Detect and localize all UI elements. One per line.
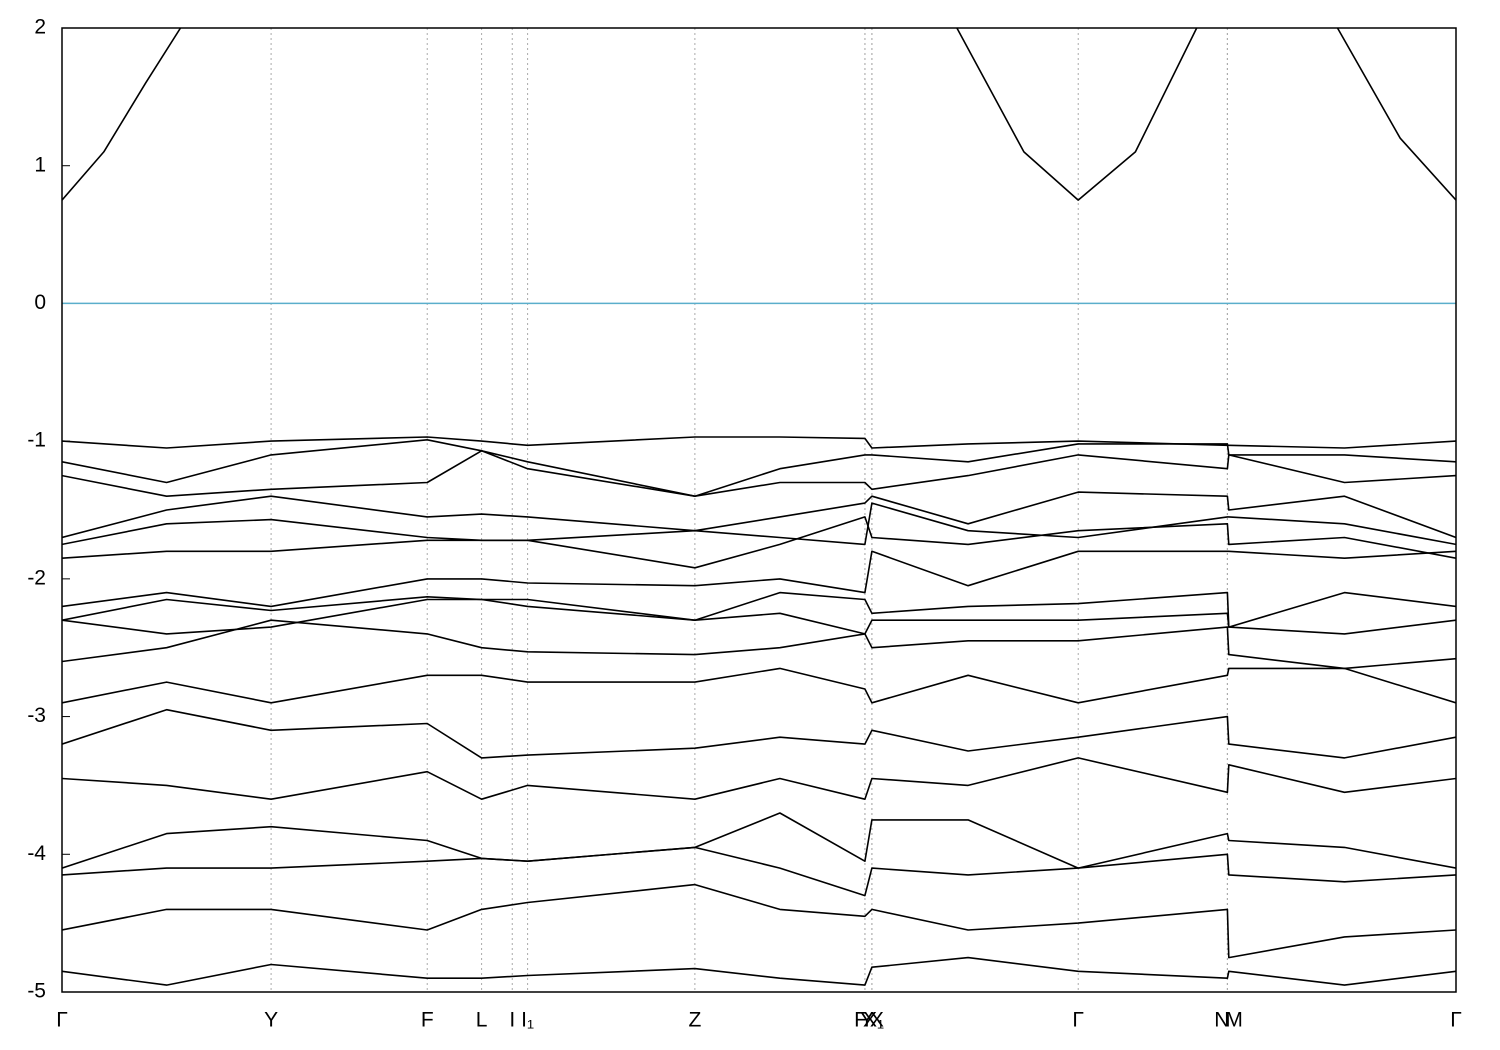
y-tick-label: -4 bbox=[27, 842, 46, 865]
x-tick-label: M bbox=[1225, 1009, 1243, 1032]
band-line bbox=[62, 846, 1456, 897]
y-tick-label: -5 bbox=[27, 980, 46, 1003]
x-tick-label: Γ bbox=[1450, 1009, 1462, 1032]
x-tick-label: I₁ bbox=[521, 1009, 534, 1032]
band-line bbox=[62, 598, 1456, 635]
band-line bbox=[62, 708, 1456, 759]
x-tick-label: X bbox=[870, 1009, 884, 1032]
y-tick-label: 2 bbox=[34, 16, 46, 39]
x-tick-label: Z bbox=[688, 1009, 701, 1032]
band-line bbox=[62, 591, 1456, 628]
y-tick-label: -3 bbox=[27, 704, 46, 727]
grid bbox=[61, 27, 1457, 993]
band-line bbox=[62, 450, 1456, 497]
band-line bbox=[62, 439, 1456, 497]
x-tick-label: N bbox=[1214, 1009, 1229, 1032]
band-line bbox=[62, 502, 1456, 546]
band-line bbox=[62, 619, 1456, 670]
band-line bbox=[62, 883, 1456, 959]
x-tick-label: Γ bbox=[56, 1009, 68, 1032]
y-tick-label: -1 bbox=[27, 429, 46, 452]
band-line bbox=[62, 956, 1456, 986]
x-tick-label: Y bbox=[860, 1009, 874, 1032]
band-line bbox=[62, 757, 1456, 800]
y-tick-label: -2 bbox=[27, 566, 46, 589]
y-tick-label: 0 bbox=[34, 291, 46, 314]
band-line bbox=[62, 667, 1456, 704]
plot-frame bbox=[61, 27, 1457, 993]
x-tick-label: Y bbox=[264, 1009, 278, 1032]
x-tick-label: F bbox=[421, 1009, 434, 1032]
x-tick-label: X₁ bbox=[863, 1009, 884, 1032]
bands bbox=[62, 28, 1456, 986]
x-tick-label: Γ bbox=[1072, 1009, 1084, 1032]
x-tick-label: F bbox=[854, 1009, 867, 1032]
band-line bbox=[62, 550, 1456, 608]
band-line bbox=[62, 812, 1456, 869]
x-tick-label: I bbox=[509, 1009, 515, 1032]
x-tick-label: L bbox=[476, 1009, 488, 1032]
band-line bbox=[62, 28, 1456, 201]
band-line bbox=[62, 491, 1456, 539]
y-tick-label: 1 bbox=[34, 153, 46, 176]
band-line bbox=[62, 516, 1456, 569]
